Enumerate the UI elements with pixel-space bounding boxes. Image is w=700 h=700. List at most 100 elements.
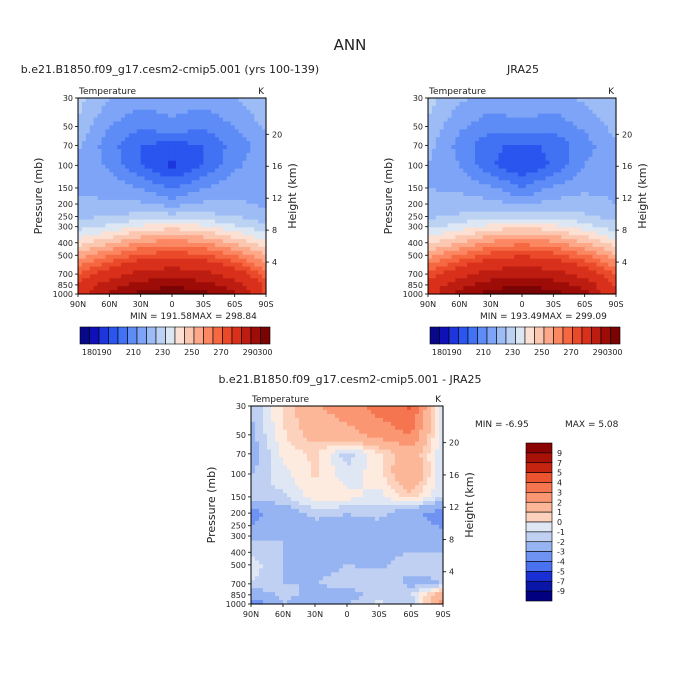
contour-cell — [588, 243, 594, 248]
contour-cell — [435, 172, 441, 177]
contour-cell — [490, 145, 496, 150]
contour-cell — [117, 199, 122, 205]
contour-cell — [608, 129, 613, 134]
contour-cell — [262, 141, 267, 146]
contour-cell — [78, 274, 83, 279]
contour-cell — [475, 176, 480, 181]
contour-cell — [439, 105, 445, 111]
contour-cell — [502, 246, 507, 252]
contour-cell — [506, 250, 511, 256]
contour-cell — [215, 262, 220, 268]
contour-cell — [569, 266, 574, 272]
contour-cell — [168, 105, 173, 111]
contour-cell — [506, 172, 511, 177]
contour-cell — [580, 172, 586, 177]
contour-cell — [85, 172, 91, 177]
contour-cell — [195, 109, 201, 115]
contour-cell — [498, 141, 504, 146]
contour-cell — [179, 148, 185, 154]
contour-cell — [113, 282, 118, 287]
contour-cell — [215, 152, 220, 158]
contour-cell — [435, 101, 441, 107]
contour-cell — [242, 235, 248, 240]
contour-cell — [160, 164, 165, 170]
contour-cell — [85, 211, 91, 217]
contour-cell — [494, 117, 500, 123]
contour-cell — [187, 176, 193, 181]
contour-cell — [533, 129, 539, 134]
contour-cell — [132, 246, 138, 252]
contour-cell — [525, 141, 531, 146]
contour-cell — [612, 262, 617, 268]
contour-cell — [183, 207, 189, 213]
contour-cell — [592, 113, 598, 119]
contour-cell — [207, 109, 212, 115]
contour-cell — [467, 203, 472, 209]
contour-cell — [447, 254, 453, 260]
contour-cell — [136, 250, 142, 256]
contour-cell — [113, 219, 118, 225]
contour-cell — [128, 184, 134, 189]
contour-cell — [541, 243, 547, 248]
contour-cell — [219, 180, 224, 185]
contour-cell — [258, 223, 263, 228]
contour-cell — [557, 164, 562, 170]
contour-cell — [132, 262, 138, 268]
contour-cell — [89, 109, 95, 115]
contour-cell — [148, 262, 154, 268]
contour-cell — [136, 211, 142, 217]
contour-cell — [168, 215, 173, 221]
contour-cell — [529, 156, 535, 162]
contour-cell — [537, 184, 543, 189]
contour-cell — [428, 121, 433, 127]
contour-cell — [148, 145, 154, 150]
contour-cell — [121, 207, 126, 213]
contour-cell — [140, 282, 146, 287]
contour-cell — [572, 203, 578, 209]
contour-cell — [199, 117, 204, 123]
contour-cell — [219, 199, 224, 205]
contour-cell — [168, 207, 173, 213]
contour-cell — [132, 282, 138, 287]
contour-cell — [608, 203, 613, 209]
contour-cell — [172, 223, 177, 228]
contour-cell — [439, 168, 445, 174]
contour-cell — [81, 145, 87, 150]
contour-cell — [506, 129, 511, 134]
contour-cell — [246, 137, 251, 142]
contour-cell — [486, 160, 492, 166]
contour-cell — [219, 113, 224, 119]
contour-cell — [168, 274, 173, 279]
contour-cell — [435, 196, 441, 201]
contour-cell — [600, 254, 605, 260]
contour-cell — [85, 129, 91, 134]
contour-cell — [172, 117, 177, 123]
contour-cell — [553, 148, 558, 154]
contour-cell — [258, 145, 263, 150]
contour-cell — [89, 184, 95, 189]
contour-cell — [117, 278, 122, 283]
colorbar-swatch — [155, 326, 166, 345]
contour-cell — [128, 282, 134, 287]
contour-cell — [238, 278, 244, 283]
contour-cell — [455, 145, 460, 150]
contour-cell — [557, 211, 562, 217]
contour-cell — [160, 133, 165, 138]
contour-cell — [561, 223, 566, 228]
contour-cell — [222, 274, 228, 279]
contour-cell — [89, 262, 95, 268]
contour-cell — [592, 203, 598, 209]
contour-cell — [584, 290, 590, 295]
contour-cell — [219, 137, 224, 142]
contour-cell — [93, 286, 99, 291]
contour-cell — [463, 227, 468, 232]
contour-cell — [262, 148, 267, 154]
contour-cell — [117, 129, 122, 134]
contour-cell — [608, 184, 613, 189]
contour-cell — [207, 137, 212, 142]
contour-cell — [451, 141, 457, 146]
contour-cell — [105, 223, 110, 228]
contour-cell — [207, 262, 212, 268]
contour-cell — [467, 239, 472, 244]
contour-cell — [125, 266, 130, 272]
